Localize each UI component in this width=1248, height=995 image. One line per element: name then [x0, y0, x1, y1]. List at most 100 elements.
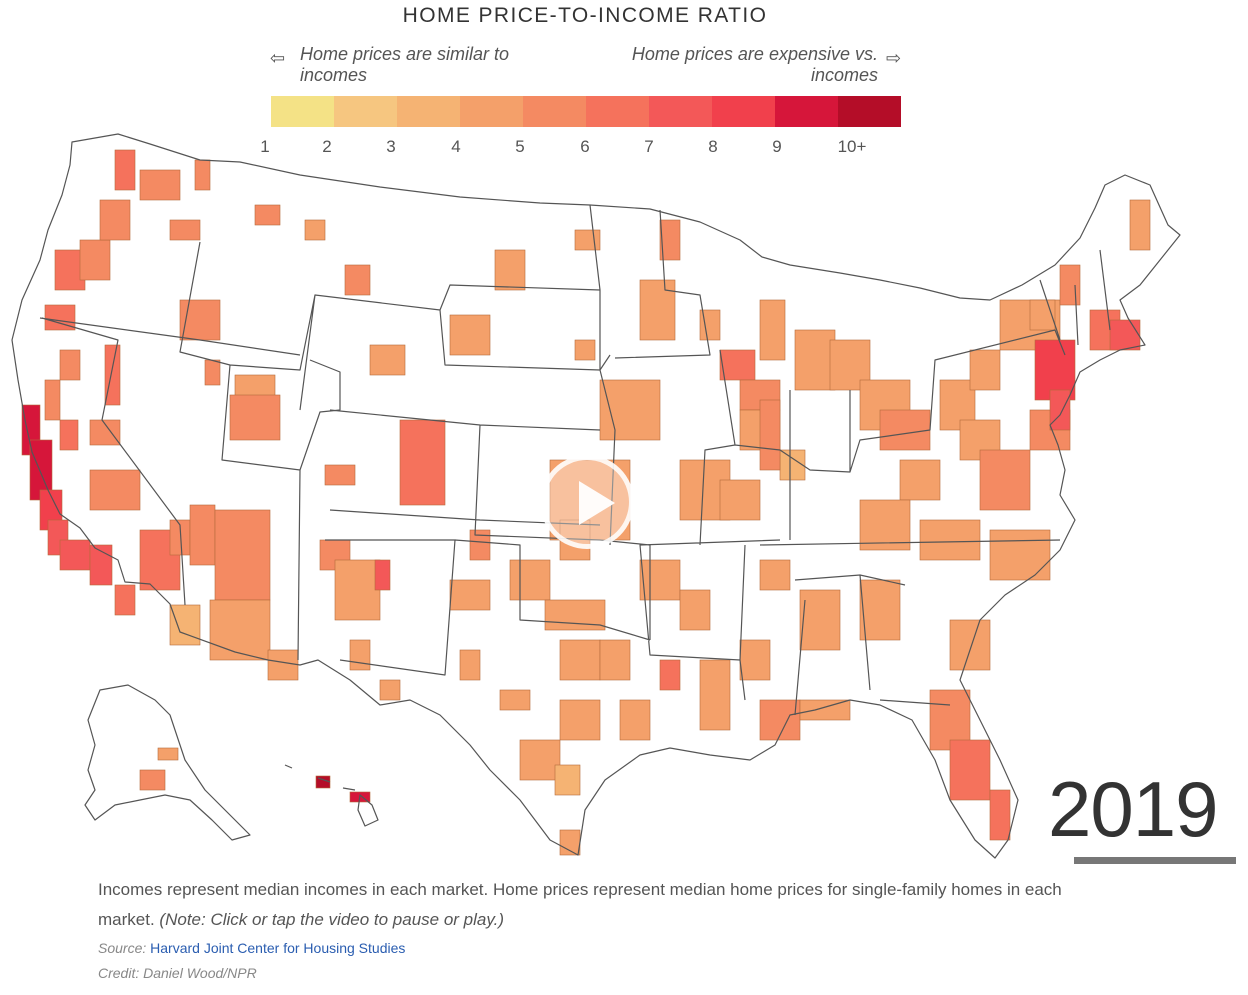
color-scale-tick: 4	[451, 137, 461, 156]
market-region	[59, 349, 81, 381]
market-region	[304, 219, 326, 241]
market-region	[179, 299, 221, 341]
caption-note: Incomes represent median incomes in each…	[98, 875, 1078, 935]
market-region	[699, 659, 731, 731]
color-scale-cell	[712, 96, 775, 127]
color-scale-tick: 1	[260, 137, 270, 156]
market-region	[494, 249, 526, 291]
market-region	[104, 344, 121, 406]
year-label: 2019	[1048, 765, 1219, 853]
market-region	[139, 769, 166, 791]
color-scale-cell	[586, 96, 649, 127]
color-scale-cell	[397, 96, 460, 127]
market-region	[779, 449, 806, 481]
color-scale-tick: 8	[708, 137, 718, 156]
color-scale-tick: 3	[386, 137, 396, 156]
source-label: Source:	[98, 940, 147, 956]
us-mainland-outline	[11, 133, 1181, 859]
color-scale-cell	[775, 96, 838, 127]
caption-play-note: (Note: Click or tap the video to pause o…	[159, 910, 504, 929]
market-region	[229, 394, 281, 441]
market-region	[374, 559, 391, 591]
source-link[interactable]: Harvard Joint Center for Housing Studies	[150, 940, 406, 956]
market-region	[1059, 264, 1081, 306]
caption-text: Incomes represent median incomes in each…	[98, 880, 1062, 929]
market-region	[379, 679, 401, 701]
market-region	[859, 499, 911, 551]
source-line: Source: Harvard Joint Center for Housing…	[98, 940, 405, 956]
market-region	[719, 349, 756, 381]
color-scale-tick: 10+	[837, 137, 867, 156]
market-region	[574, 229, 601, 251]
market-region	[214, 509, 271, 601]
market-region	[519, 739, 561, 781]
market-region	[344, 264, 371, 296]
market-region	[574, 339, 596, 361]
color-scale-tick: 7	[644, 137, 654, 156]
market-region	[1029, 299, 1056, 331]
market-region	[157, 747, 179, 761]
market-region	[459, 649, 481, 681]
legend-left-hint: Home prices are similar to incomes	[300, 44, 509, 86]
market-region	[89, 544, 113, 586]
market-region	[499, 689, 531, 711]
color-scale-cell	[271, 96, 334, 127]
market-region	[369, 344, 406, 376]
market-region	[1109, 319, 1141, 351]
market-region	[349, 639, 371, 671]
market-region	[169, 219, 201, 241]
market-region	[399, 419, 446, 506]
right-arrow-icon: ⇨	[886, 48, 902, 68]
credit-line: Credit: Daniel Wood/NPR	[98, 965, 257, 981]
alaska-outline	[84, 684, 251, 841]
left-arrow-icon: ⇦	[270, 48, 286, 68]
market-region	[79, 239, 111, 281]
color-scale-tick: 9	[772, 137, 782, 156]
color-scale-cell	[649, 96, 712, 127]
legend-left-hint-line1: Home prices are similar to	[300, 44, 510, 64]
market-region	[919, 519, 981, 561]
year-progress-bar	[1074, 857, 1236, 864]
market-region	[544, 599, 606, 631]
market-region	[879, 409, 931, 451]
market-region	[599, 379, 661, 441]
legend-right-hint-line2: incomes	[810, 65, 878, 85]
legend-right-hint: Home prices are expensive vs. incomes	[560, 44, 878, 86]
market-region	[267, 649, 299, 681]
play-button[interactable]	[540, 455, 634, 549]
market-region	[114, 584, 136, 616]
color-scale-tick: 2	[322, 137, 332, 156]
market-region	[209, 599, 271, 661]
color-scale-cell	[460, 96, 523, 127]
market-region	[59, 419, 79, 451]
market-region	[334, 559, 381, 621]
color-scale-tick: 6	[580, 137, 590, 156]
market-region	[189, 504, 216, 566]
market-region	[449, 579, 491, 611]
market-region	[659, 659, 681, 691]
market-region	[1049, 389, 1071, 431]
market-region	[719, 479, 761, 521]
state-border-path	[39, 204, 1111, 716]
market-region	[89, 469, 141, 511]
market-region	[619, 699, 651, 741]
market-region	[559, 639, 601, 681]
state-outlines	[11, 133, 1181, 859]
market-region	[799, 589, 841, 651]
color-scale-cell	[523, 96, 586, 127]
market-region	[794, 329, 836, 391]
market-region	[59, 539, 91, 571]
legend-left-hint-line2: incomes	[300, 65, 368, 85]
market-region	[194, 159, 211, 191]
market-region	[899, 459, 941, 501]
color-scale-cell	[334, 96, 397, 127]
market-region	[469, 529, 491, 561]
play-icon	[579, 481, 615, 525]
market-region	[989, 789, 1011, 841]
market-region	[639, 559, 681, 601]
color-scale	[271, 96, 901, 127]
chart-title: HOME PRICE-TO-INCOME RATIO	[402, 4, 768, 27]
market-region	[759, 299, 786, 361]
market-region	[759, 699, 801, 741]
market-region	[449, 314, 491, 356]
